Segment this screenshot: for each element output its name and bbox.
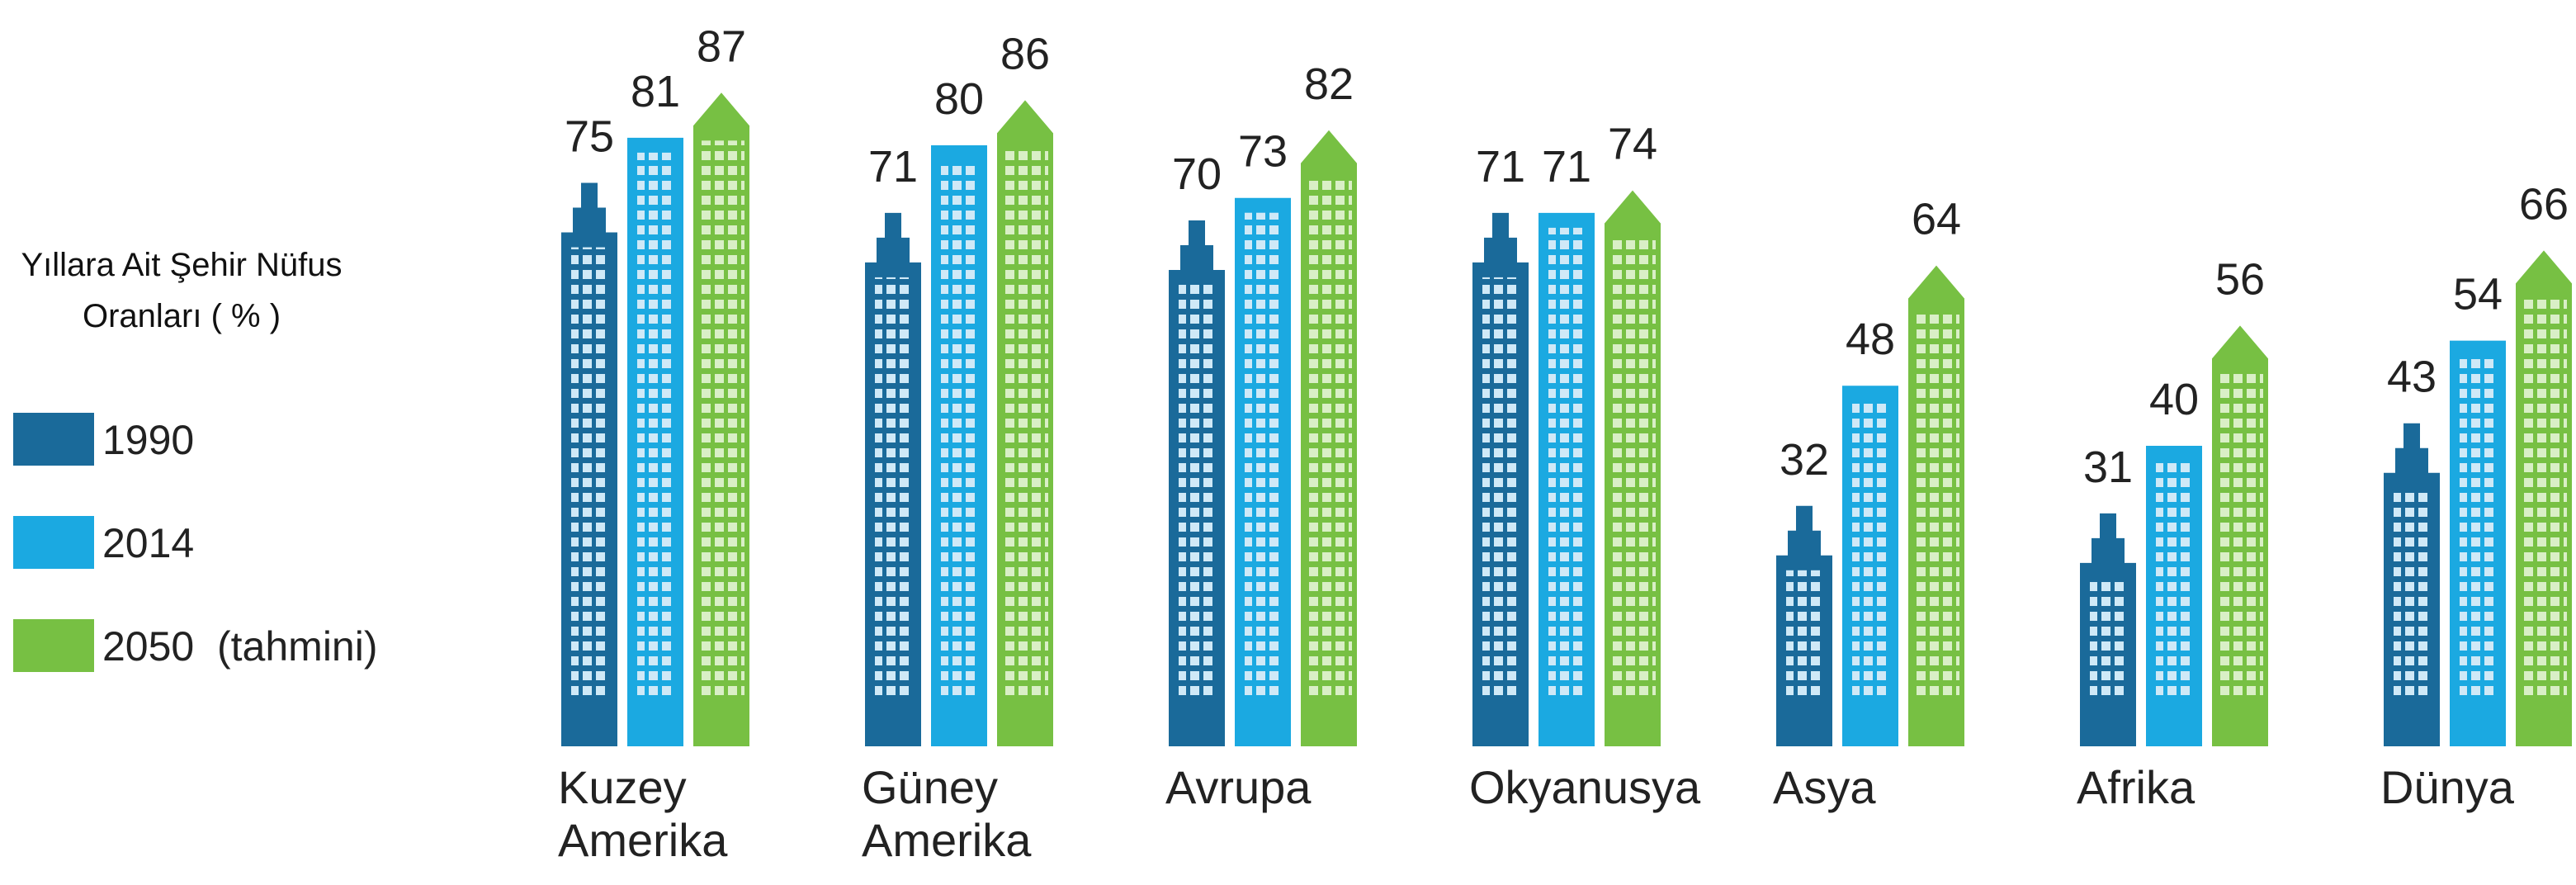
value-label: 71 xyxy=(868,142,918,192)
value-label: 56 xyxy=(2215,254,2265,304)
windows xyxy=(1609,239,1656,697)
legend-label: 1990 xyxy=(102,417,194,463)
value-label: 80 xyxy=(934,74,984,124)
windows xyxy=(2090,578,2126,697)
value-label: 66 xyxy=(2519,179,2569,229)
legend-label: 2014 xyxy=(102,520,194,566)
legend-label: 2050 (tahmini) xyxy=(102,623,378,670)
value-label: 31 xyxy=(2083,442,2133,492)
legend-swatch xyxy=(13,619,94,672)
x-tick-label: Afrika xyxy=(2077,761,2357,814)
x-tick-label: Avrupa xyxy=(1165,761,1446,814)
x-tick-label: Okyanusya xyxy=(1469,761,1750,814)
value-label: 86 xyxy=(1000,29,1050,78)
value-label: 70 xyxy=(1172,149,1222,199)
windows xyxy=(2217,373,2263,697)
windows xyxy=(1786,570,1822,697)
x-tick-label: Asya xyxy=(1773,761,2054,814)
windows xyxy=(1482,277,1519,697)
x-tick-label: Kuzey Amerika xyxy=(558,761,839,867)
value-label: 75 xyxy=(565,112,614,162)
value-label: 64 xyxy=(1912,195,1961,244)
value-label: 32 xyxy=(1780,435,1829,485)
legend-swatch xyxy=(13,413,94,466)
value-label: 81 xyxy=(631,67,680,116)
windows xyxy=(1245,213,1281,697)
value-label: 74 xyxy=(1608,120,1657,169)
chart-canvas: 75 81 87 71 80 86 70 73 82 71 71 74 32 48 64 31 40 56 43 54… xyxy=(0,0,2576,885)
windows xyxy=(637,153,674,697)
windows xyxy=(2394,488,2430,697)
windows xyxy=(1852,400,1888,697)
value-label: 40 xyxy=(2149,375,2199,424)
x-tick-label: Dünya xyxy=(2380,761,2576,814)
windows xyxy=(1306,178,1352,697)
windows xyxy=(1002,148,1048,697)
windows xyxy=(875,277,911,697)
value-label: 82 xyxy=(1304,59,1354,109)
value-label: 71 xyxy=(1476,142,1525,192)
value-label: 73 xyxy=(1238,127,1288,177)
windows xyxy=(1548,228,1585,697)
windows xyxy=(2521,298,2567,697)
chart: 75 81 87 71 80 86 70 73 82 71 71 74 32 48 64 31 40 56 43 54… xyxy=(0,0,2576,885)
windows xyxy=(2460,356,2496,697)
value-label: 87 xyxy=(697,21,746,71)
value-label: 48 xyxy=(1846,315,1895,364)
value-label: 54 xyxy=(2453,270,2503,319)
windows xyxy=(1913,314,1959,697)
windows xyxy=(2156,461,2192,697)
windows xyxy=(571,248,607,698)
windows xyxy=(941,160,977,697)
windows xyxy=(698,140,744,697)
value-label: 43 xyxy=(2387,353,2437,402)
legend-title: Yıllara Ait Şehir Nüfus Oranları ( % ) xyxy=(8,239,355,342)
windows xyxy=(1179,285,1215,697)
value-label: 71 xyxy=(1542,142,1591,192)
legend-swatch xyxy=(13,516,94,569)
x-tick-label: Güney Amerika xyxy=(862,761,1142,867)
